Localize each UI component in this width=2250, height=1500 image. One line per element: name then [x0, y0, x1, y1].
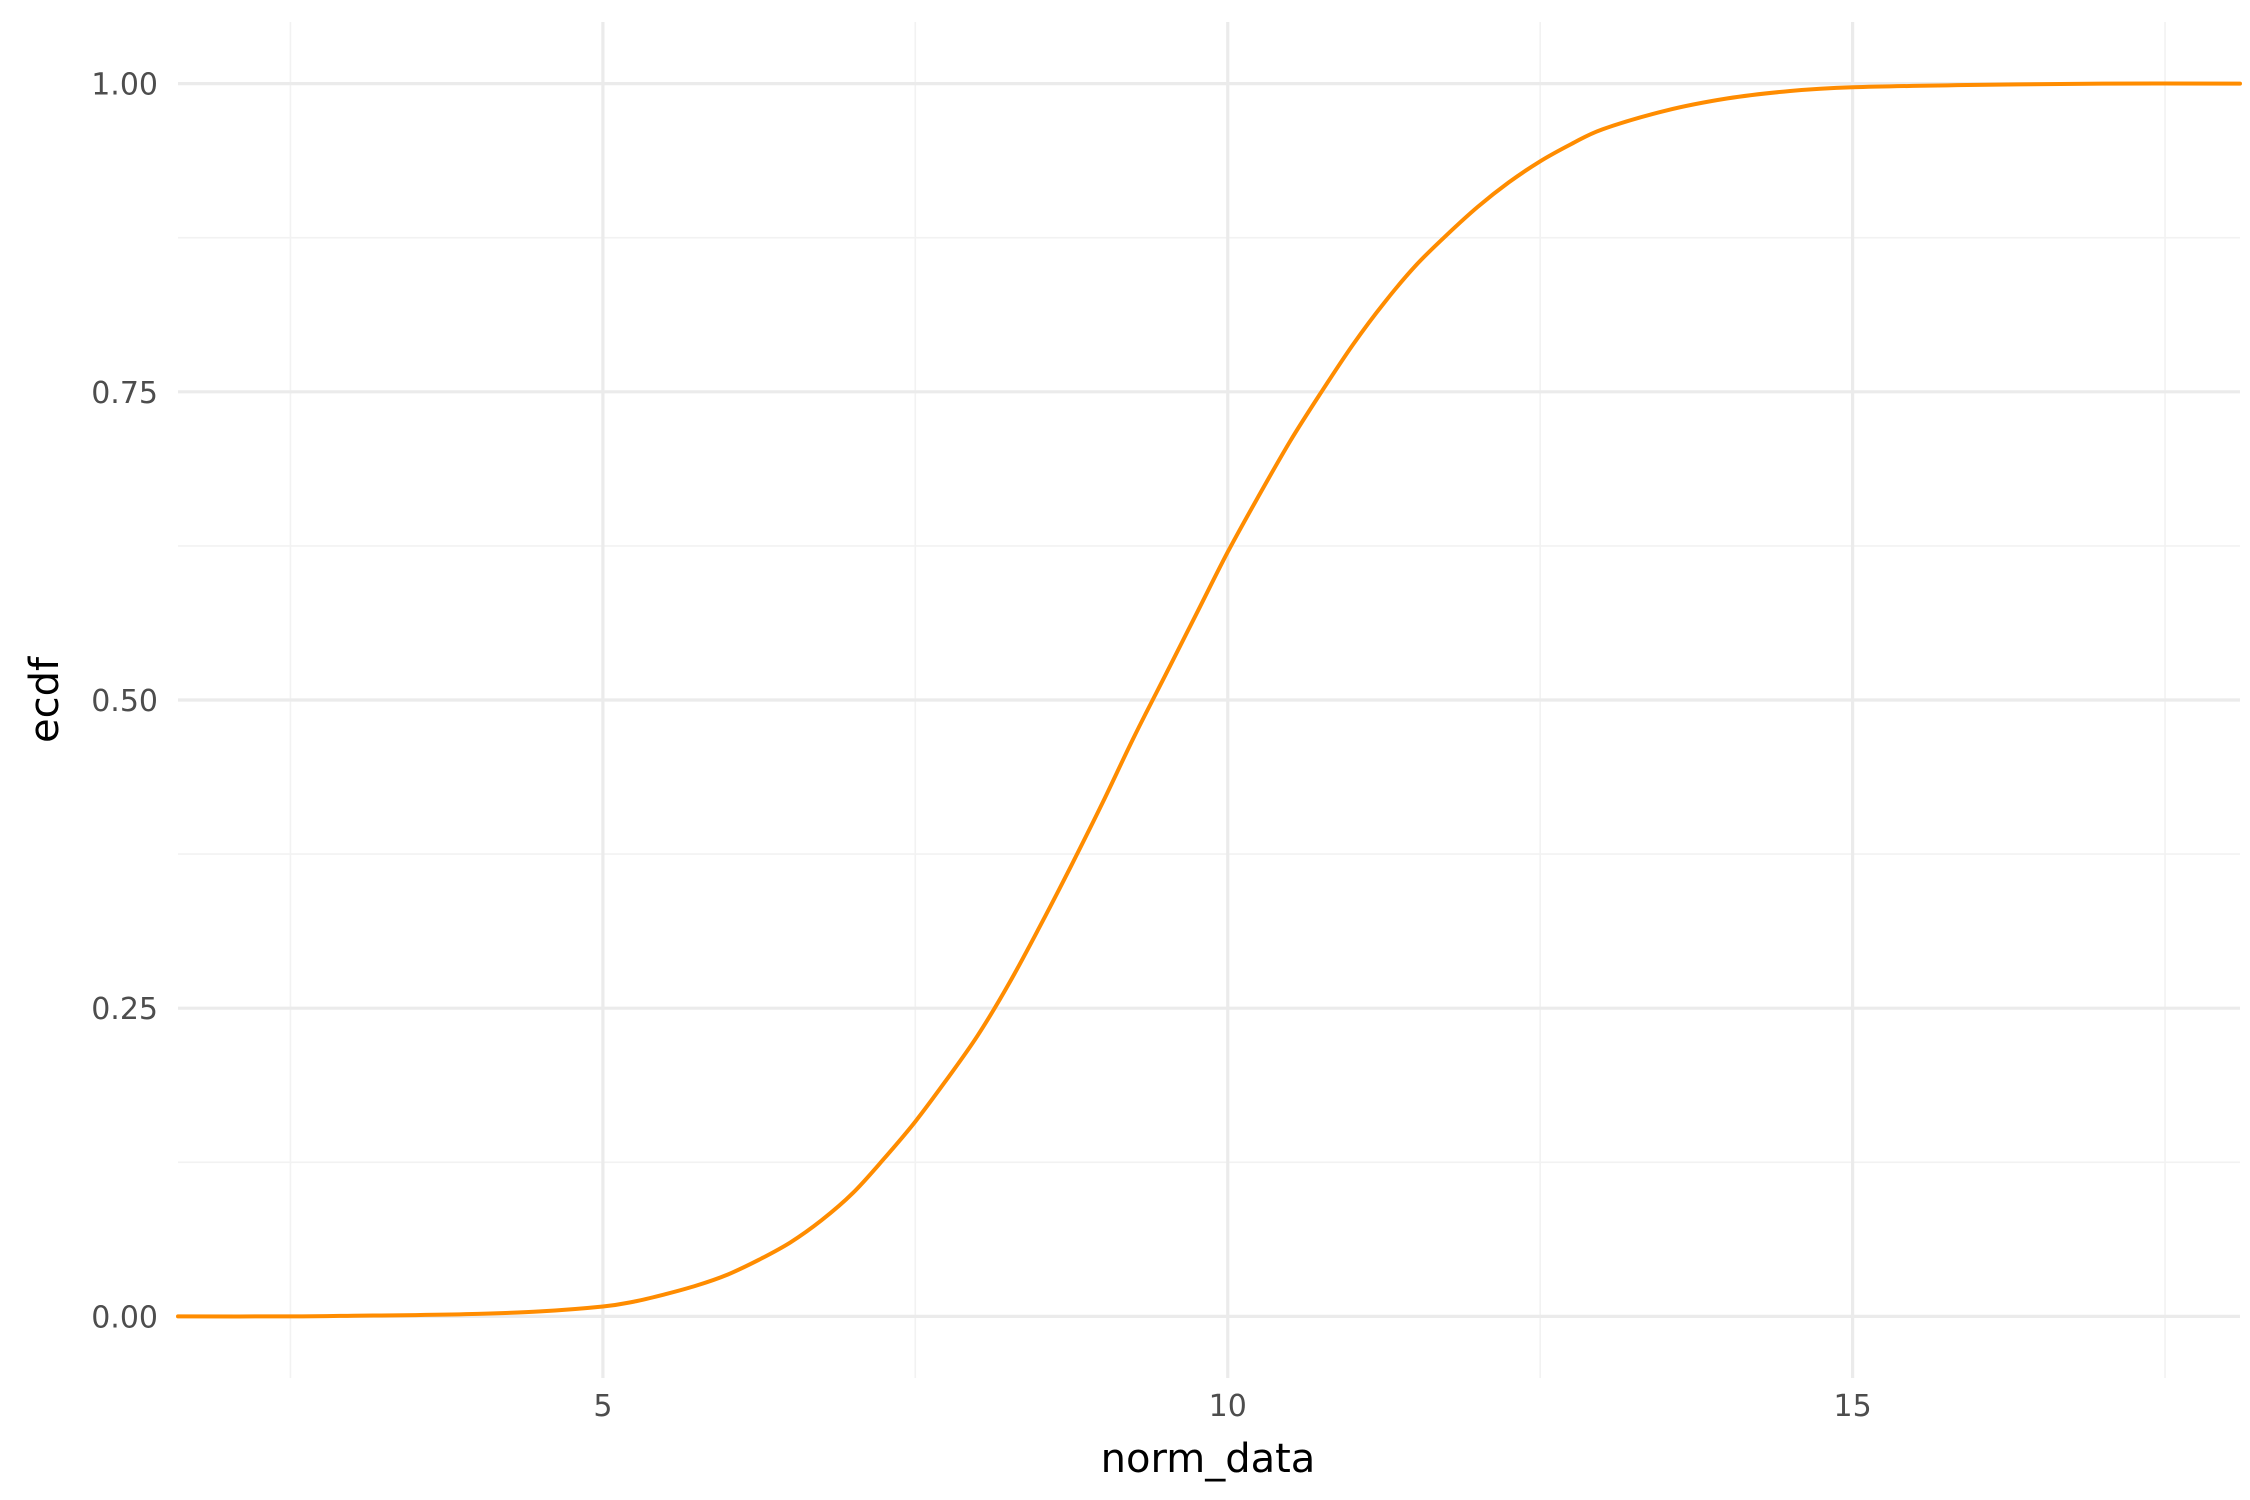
major-gridlines — [178, 22, 2240, 1378]
y-tick-label: 0.25 — [91, 992, 158, 1027]
y-axis-tick-labels: 0.00 0.25 0.50 0.75 1.00 — [91, 68, 158, 1336]
ecdf-series — [176, 81, 2242, 1319]
x-axis-title: norm_data — [1101, 1436, 1316, 1482]
y-tick-label: 0.50 — [91, 684, 158, 719]
y-tick-label: 0.00 — [91, 1300, 158, 1335]
x-tick-label: 10 — [1209, 1389, 1247, 1424]
y-tick-label: 0.75 — [91, 376, 158, 411]
ecdf-line — [176, 81, 2242, 1319]
x-tick-label: 15 — [1834, 1389, 1872, 1424]
y-tick-label: 1.00 — [91, 68, 158, 103]
y-axis-title: ecdf — [22, 656, 68, 743]
minor-gridlines — [178, 22, 2240, 1378]
x-axis-tick-labels: 5 10 15 — [593, 1389, 1871, 1424]
x-tick-label: 5 — [593, 1389, 612, 1424]
